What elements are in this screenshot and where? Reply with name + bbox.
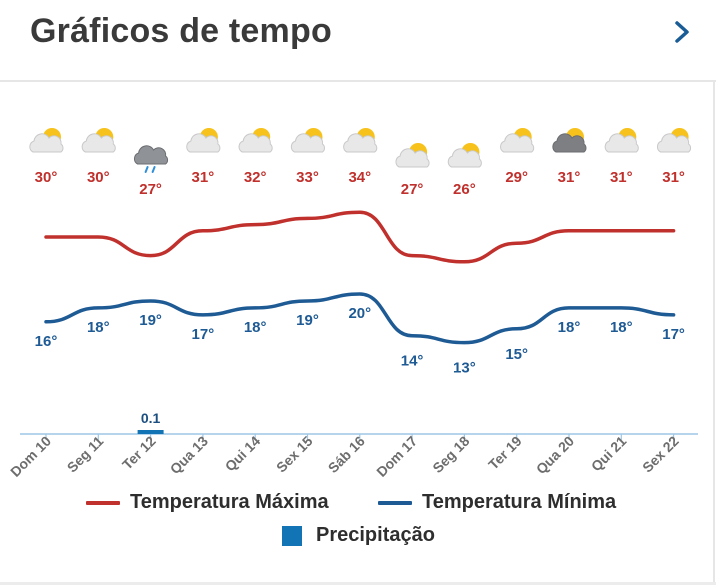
max-temperature-line xyxy=(44,210,676,264)
chevron-right-icon[interactable] xyxy=(668,14,696,50)
legend-label-precip: Precipitação xyxy=(316,524,435,546)
cloud-shape xyxy=(238,133,273,153)
x-tick-label: Qua 20 xyxy=(533,433,577,477)
min-temperature-label: 16° xyxy=(35,333,58,350)
legend-swatch-min xyxy=(378,500,412,505)
cloud-shape xyxy=(395,148,430,168)
partly-cloudy-icon xyxy=(500,128,535,153)
max-temperature-label: 33° xyxy=(296,169,319,186)
min-temperature-label: 13° xyxy=(453,360,476,377)
max-temperature-label: 32° xyxy=(244,169,267,186)
legend-item-max: Temperatura Máxima xyxy=(86,491,329,514)
min-temperature-label: 17° xyxy=(662,326,685,343)
min-temperature-label: 18° xyxy=(610,319,633,336)
x-tick-label: Sáb 16 xyxy=(325,433,368,476)
max-temperature-label: 34° xyxy=(348,169,371,186)
legend-label-max: Temperatura Máxima xyxy=(130,491,329,513)
precipitation-label: 0.1 xyxy=(141,410,161,426)
max-temperature-label: 31° xyxy=(192,169,215,186)
partly-cloudy-icon xyxy=(81,128,116,153)
max-temperature-label: 26° xyxy=(453,181,476,198)
min-temperature-label: 14° xyxy=(401,353,424,370)
page-title: Gráficos de tempo xyxy=(30,12,332,50)
partly-cloudy-icon xyxy=(238,128,273,153)
max-temperature-label: 27° xyxy=(139,181,162,198)
cloud-shape xyxy=(186,133,221,153)
x-tick-label: Qui 21 xyxy=(588,433,630,475)
x-tick-label: Ter 19 xyxy=(485,433,525,473)
min-temperature-label: 18° xyxy=(87,319,110,336)
cloud-shape xyxy=(552,133,587,153)
max-temperature-label: 29° xyxy=(505,169,528,186)
partly-cloudy-icon xyxy=(604,128,639,153)
x-tick-label: Sex 22 xyxy=(639,433,682,476)
max-temperature-label: 31° xyxy=(558,169,581,186)
legend-item-min: Temperatura Mínima xyxy=(378,491,616,514)
cloud-shape xyxy=(290,133,325,153)
min-temperature-line xyxy=(44,292,676,345)
cloud-shape xyxy=(343,133,378,153)
panel-border xyxy=(713,82,715,585)
bottom-divider xyxy=(0,582,716,585)
cloud-shape xyxy=(500,133,535,153)
cloud-shape xyxy=(133,145,169,165)
precipitation-bar xyxy=(137,430,164,434)
partly-cloudy-icon xyxy=(447,143,482,168)
storm-cloud-sun-icon xyxy=(552,128,587,153)
legend-swatch-max xyxy=(86,500,120,505)
min-temperature-label: 17° xyxy=(192,326,215,343)
x-tick-label: Seg 11 xyxy=(64,433,107,476)
max-temperature-label: 30° xyxy=(35,169,58,186)
partly-cloudy-icon xyxy=(29,128,64,153)
cloud-shape xyxy=(656,133,692,153)
x-tick-label: Qua 13 xyxy=(167,433,211,477)
partly-cloudy-icon xyxy=(395,143,430,168)
cloud-shape xyxy=(29,133,64,153)
x-tick-label: Seg 18 xyxy=(429,433,472,476)
x-tick-label: Ter 12 xyxy=(119,433,159,473)
cloud-shape xyxy=(447,148,482,168)
max-temperature-label: 31° xyxy=(662,169,685,186)
max-temperature-label: 27° xyxy=(401,181,424,198)
weather-chart: 30° 30° 27° 31° 32° 33° 34° 27° 26° 29° 31° 31° 31° 1… xyxy=(7,128,698,480)
rain-drop xyxy=(144,166,149,173)
partly-cloudy-icon xyxy=(343,128,378,153)
header: Gráficos de tempo xyxy=(0,0,716,82)
x-tick-label: Qui 14 xyxy=(222,433,264,475)
partly-cloudy-icon xyxy=(186,128,221,153)
legend-label-min: Temperatura Mínima xyxy=(422,491,617,513)
cloud-shape xyxy=(604,133,639,153)
rain-drop xyxy=(151,166,156,173)
min-temperature-label: 19° xyxy=(139,312,162,329)
rain-cloud-icon xyxy=(133,145,169,173)
x-tick-label: Dom 10 xyxy=(7,433,54,480)
x-tick-label: Sex 15 xyxy=(273,433,316,476)
cloud-shape xyxy=(81,133,116,153)
min-temperature-label: 19° xyxy=(296,312,319,329)
partly-cloudy-icon xyxy=(290,128,325,153)
partly-cloudy-icon xyxy=(656,128,692,153)
legend-item-precip: Precipitação xyxy=(282,524,435,547)
min-temperature-label: 18° xyxy=(558,319,581,336)
max-temperature-label: 31° xyxy=(610,169,633,186)
min-temperature-label: 15° xyxy=(505,346,528,363)
min-temperature-label: 18° xyxy=(244,319,267,336)
min-temperature-label: 20° xyxy=(348,305,371,322)
legend-swatch-precip xyxy=(282,525,302,546)
max-temperature-label: 30° xyxy=(87,169,110,186)
x-tick-label: Dom 17 xyxy=(373,433,420,480)
